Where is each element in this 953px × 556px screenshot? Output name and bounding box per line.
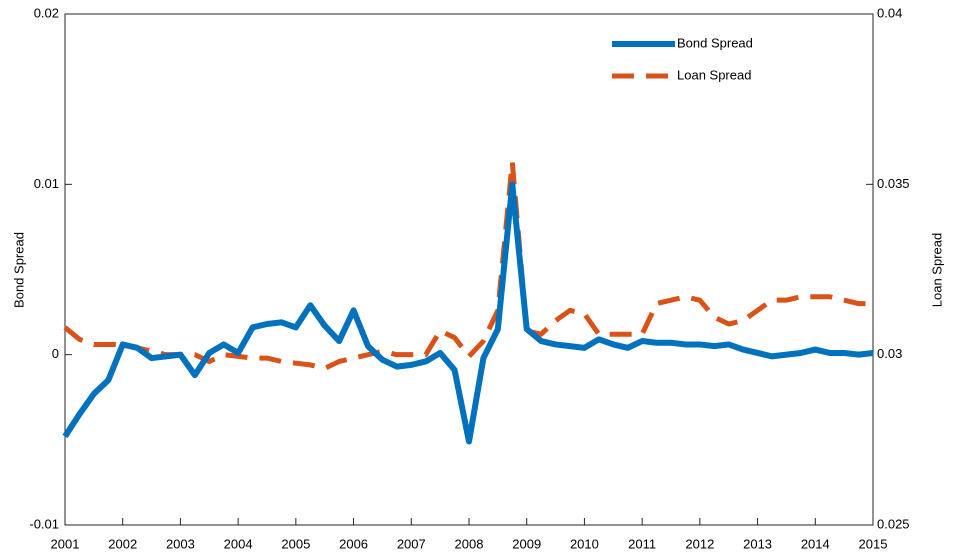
x-tick-label: 2004 <box>224 536 253 551</box>
x-tick-label: 2011 <box>628 536 656 551</box>
legend-label: Bond Spread <box>677 35 753 50</box>
y2-tick-label: 0.035 <box>877 176 910 191</box>
x-tick-label: 2012 <box>685 536 714 551</box>
legend-label: Loan Spread <box>677 67 751 82</box>
x-tick-label: 2007 <box>397 536 426 551</box>
y-tick-label: 0.01 <box>34 176 59 191</box>
x-tick-label: 2013 <box>743 536 772 551</box>
y2-tick-label: 0.025 <box>877 516 910 531</box>
x-tick-label: 2010 <box>570 536 599 551</box>
x-tick-label: 2009 <box>512 536 541 551</box>
x-tick-label: 2003 <box>166 536 195 551</box>
y-tick-label: 0.02 <box>34 5 59 20</box>
x-tick-label: 2005 <box>281 536 310 551</box>
y-axis-label: Bond Spread <box>11 232 26 308</box>
y-tick-label: 0 <box>52 346 59 361</box>
plot-frame <box>64 13 874 526</box>
x-tick-label: 2006 <box>339 536 368 551</box>
x-tick-label: 2008 <box>455 536 484 551</box>
x-tick-label: 2014 <box>801 536 830 551</box>
series-line <box>63 159 873 371</box>
y2-tick-label: 0.04 <box>877 5 902 20</box>
x-tick-label: 2001 <box>51 536 80 551</box>
y-tick-label: -0.01 <box>29 516 59 531</box>
y2-axis-label: Loan Spread <box>929 233 944 307</box>
series-line <box>62 181 874 445</box>
x-tick-label: 2015 <box>859 536 888 551</box>
y2-tick-label: 0.03 <box>877 346 902 361</box>
x-tick-label: 2002 <box>108 536 137 551</box>
